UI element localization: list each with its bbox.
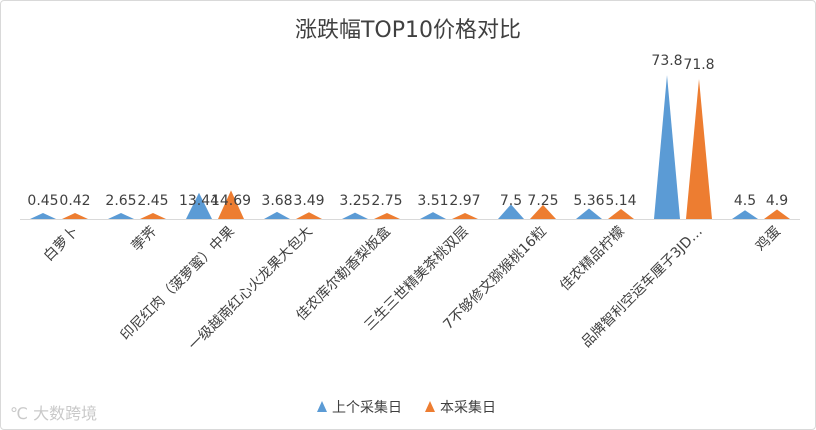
data-label-curr-2: 14.69 (211, 193, 251, 209)
mark-prev-8 (654, 75, 680, 219)
mark-curr-4 (374, 213, 400, 219)
category-label-0: 白萝卜 (41, 224, 82, 265)
chart-marks: 0.45 2.65 13.44 3.68 3.25 3.51 7.5 5.36 73.8 4.5 0… (20, 53, 800, 354)
data-label-prev-1: 2.65 (105, 193, 136, 209)
mark-curr-1 (140, 213, 166, 219)
legend-label-curr: 本采集日 (440, 399, 496, 416)
watermark-text: 大数跨境 (33, 404, 98, 423)
mark-prev-5 (420, 212, 446, 219)
data-label-prev-4: 3.25 (339, 193, 370, 209)
data-label-curr-5: 2.97 (449, 193, 480, 209)
mark-curr-7 (608, 208, 634, 219)
data-label-curr-6: 7.25 (527, 193, 558, 209)
category-label-1: 荸荠 (129, 224, 160, 255)
mark-prev-4 (342, 212, 368, 219)
data-label-prev-5: 3.51 (417, 193, 448, 209)
data-label-curr-9: 4.9 (766, 193, 788, 209)
mark-curr-0 (62, 213, 88, 219)
mark-prev-0 (30, 213, 56, 219)
mark-curr-2 (218, 190, 244, 219)
mark-curr-8 (686, 78, 712, 220)
data-label-prev-7: 5.36 (573, 193, 604, 209)
data-label-curr-0: 0.42 (59, 193, 90, 209)
watermark-logo: ℃ 大数跨境 (10, 400, 97, 424)
watermark-icon: ℃ (10, 404, 28, 423)
mark-curr-6 (530, 204, 556, 219)
legend-label-prev: 上个采集日 (332, 399, 402, 416)
data-label-prev-2: 13.44 (179, 193, 219, 209)
data-label-prev-3: 3.68 (261, 193, 292, 209)
mark-prev-3 (264, 211, 290, 219)
mark-prev-6 (498, 204, 524, 219)
mark-curr-9 (764, 209, 790, 219)
data-label-prev-9: 4.5 (734, 193, 756, 209)
data-label-prev-6: 7.5 (500, 193, 522, 209)
mark-prev-7 (576, 208, 602, 219)
mark-curr-3 (296, 212, 322, 219)
mark-prev-1 (108, 213, 134, 219)
data-label-prev-0: 0.45 (27, 193, 58, 209)
data-label-curr-3: 3.49 (293, 193, 324, 209)
data-label-curr-7: 5.14 (605, 193, 636, 209)
data-label-curr-1: 2.45 (137, 193, 168, 209)
legend-marker-curr (425, 401, 435, 412)
category-label-9: 鸡蛋 (752, 223, 784, 255)
mark-prev-2 (186, 192, 212, 219)
data-label-curr-8: 71.8 (683, 57, 714, 73)
legend-marker-prev (317, 401, 327, 412)
category-label-3: 一级越南红心火龙果大包大 (186, 224, 316, 354)
chart-title: 涨跌幅TOP10价格对比 (294, 18, 522, 43)
category-label-7: 佳农精品柠檬 (557, 224, 628, 295)
data-label-curr-4: 2.75 (371, 193, 402, 209)
mark-curr-5 (452, 213, 478, 219)
data-label-prev-8: 73.8 (651, 53, 682, 69)
chart-legend: 上个采集日 本采集日 (317, 399, 496, 416)
mark-prev-9 (732, 210, 758, 219)
